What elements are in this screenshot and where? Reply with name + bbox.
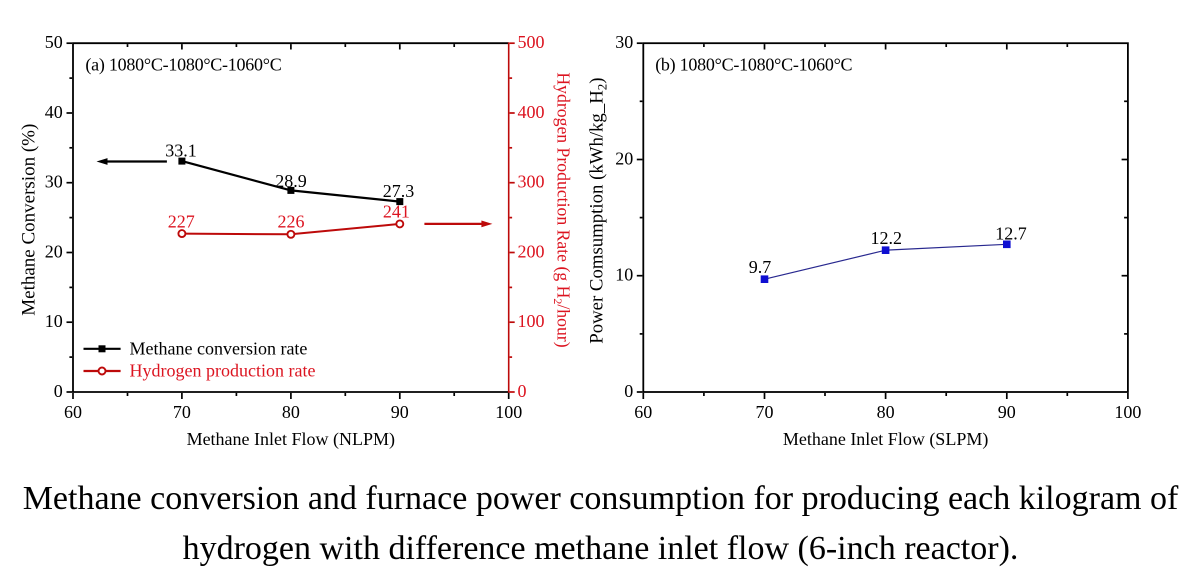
svg-text:30: 30: [45, 172, 63, 192]
svg-text:300: 300: [518, 172, 545, 192]
svg-text:400: 400: [518, 102, 545, 122]
svg-text:70: 70: [756, 402, 774, 422]
svg-text:80: 80: [282, 402, 300, 422]
svg-text:(a) 1080°C-1080°C-1060°C: (a) 1080°C-1080°C-1060°C: [85, 55, 281, 76]
svg-text:90: 90: [998, 402, 1016, 422]
svg-text:33.1: 33.1: [165, 140, 197, 160]
svg-text:12.7: 12.7: [995, 224, 1027, 244]
svg-text:20: 20: [615, 148, 633, 168]
svg-text:10: 10: [615, 265, 633, 285]
svg-text:Methane conversion and furnace: Methane conversion and furnace power con…: [23, 480, 1179, 517]
svg-text:0: 0: [518, 381, 527, 401]
svg-text:100: 100: [518, 311, 545, 331]
svg-text:50: 50: [45, 32, 63, 52]
svg-text:hydrogen with difference metha: hydrogen with difference methane inlet f…: [183, 530, 1019, 567]
svg-text:100: 100: [1114, 402, 1141, 422]
svg-text:Hydrogen production rate: Hydrogen production rate: [130, 361, 316, 381]
svg-text:Methane Conversion (%): Methane Conversion (%): [19, 124, 40, 316]
svg-text:Power Comsumption (kWh/kg_H2): Power Comsumption (kWh/kg_H2): [587, 77, 610, 343]
svg-text:80: 80: [877, 402, 895, 422]
svg-text:200: 200: [518, 241, 545, 261]
svg-text:241: 241: [383, 201, 410, 221]
svg-text:27.3: 27.3: [383, 181, 415, 201]
svg-text:20: 20: [45, 241, 63, 261]
svg-text:(b) 1080°C-1080°C-1060°C: (b) 1080°C-1080°C-1060°C: [655, 55, 852, 76]
svg-text:70: 70: [173, 402, 191, 422]
svg-text:500: 500: [518, 32, 545, 52]
svg-text:90: 90: [391, 402, 409, 422]
svg-text:60: 60: [64, 402, 82, 422]
svg-text:30: 30: [615, 32, 633, 52]
svg-text:Methane conversion rate: Methane conversion rate: [130, 338, 308, 358]
svg-text:100: 100: [495, 402, 522, 422]
svg-text:Hydrogen Production Rate (g H2: Hydrogen Production Rate (g H2/hour): [551, 72, 574, 347]
svg-text:227: 227: [168, 211, 195, 231]
svg-text:226: 226: [278, 211, 305, 231]
svg-text:10: 10: [45, 311, 63, 331]
svg-text:Methane Inlet Flow (NLPM): Methane Inlet Flow (NLPM): [187, 429, 395, 450]
svg-text:28.9: 28.9: [275, 171, 307, 191]
svg-text:0: 0: [54, 381, 63, 401]
svg-text:40: 40: [45, 102, 63, 122]
svg-text:9.7: 9.7: [749, 257, 772, 277]
svg-text:Methane Inlet Flow (SLPM): Methane Inlet Flow (SLPM): [783, 429, 988, 450]
svg-text:0: 0: [624, 381, 633, 401]
svg-text:60: 60: [634, 402, 652, 422]
svg-text:12.2: 12.2: [871, 228, 903, 248]
